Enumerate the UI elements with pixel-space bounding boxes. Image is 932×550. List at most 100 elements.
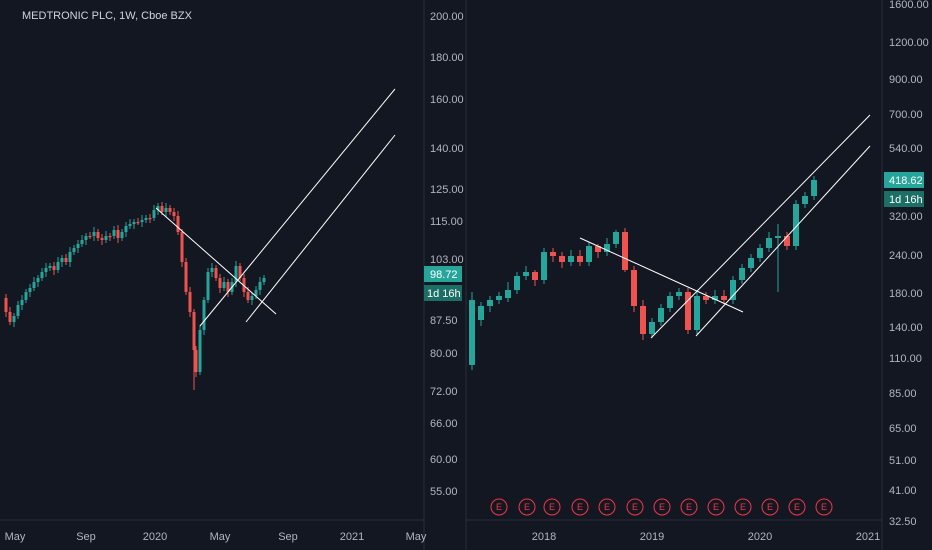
candle-body — [36, 278, 40, 282]
candle-body — [188, 292, 192, 312]
candle-body — [730, 280, 736, 300]
candle-body — [559, 256, 565, 262]
candle-body — [172, 212, 176, 216]
candle-body — [148, 218, 152, 220]
earnings-marker-label: E — [740, 502, 746, 512]
candle-body — [250, 296, 254, 300]
right-countdown-badge — [884, 191, 924, 207]
earnings-marker[interactable] — [815, 498, 833, 516]
candle-body — [586, 246, 592, 262]
trendline — [579, 237, 744, 313]
right-countdown: 1d 16h — [889, 194, 923, 206]
earnings-marker[interactable] — [734, 498, 752, 516]
chart-title: MEDTRONIC PLC, 1W, Cboe BZX — [22, 10, 193, 22]
left-x-tick-label: 2021 — [340, 531, 364, 543]
candle-body — [124, 226, 128, 232]
left-x-tick-label: Sep — [278, 531, 298, 543]
earnings-marker[interactable] — [518, 498, 536, 516]
right-y-tick-label: 540.00 — [889, 143, 923, 155]
candle-body — [160, 206, 164, 212]
earnings-marker[interactable] — [571, 498, 589, 516]
right-x-tick-label: 2018 — [532, 531, 556, 543]
trendline — [155, 207, 277, 315]
right-y-tick-label: 180.00 — [889, 288, 923, 300]
candle-body — [132, 222, 136, 224]
left-last-price-badge — [424, 266, 462, 282]
earnings-marker[interactable] — [653, 498, 671, 516]
earnings-marker[interactable] — [788, 498, 806, 516]
candle-body — [76, 244, 80, 248]
earnings-marker[interactable] — [680, 498, 698, 516]
candle-body — [640, 306, 646, 334]
trendline — [199, 88, 396, 327]
candle-body — [487, 300, 493, 306]
left-x-tick-label: May — [406, 531, 427, 543]
candle-body — [649, 322, 655, 334]
earnings-marker[interactable] — [761, 498, 779, 516]
candle-body — [214, 268, 218, 278]
candle-body — [32, 282, 36, 288]
candle-body — [168, 208, 172, 212]
candle-body — [667, 296, 673, 308]
left-chart[interactable]: 200.00 180.00 160.00 140.00 125.00 115.00 103.… — [4, 11, 464, 543]
candle-body — [176, 216, 180, 232]
candle-body — [793, 204, 799, 246]
right-y-tick-label: 900.00 — [889, 74, 923, 86]
right-last-price-badge — [884, 172, 924, 188]
candle-body — [100, 238, 104, 240]
candle-body — [194, 350, 198, 372]
left-y-tick-label: 60.00 — [430, 454, 458, 466]
right-y-tick-label: 700.00 — [889, 109, 923, 121]
candle-body — [532, 272, 538, 280]
candle-body — [694, 296, 700, 330]
candle-body — [721, 296, 727, 300]
candle-body — [20, 300, 24, 305]
left-y-tick-label: 115.00 — [430, 216, 463, 228]
earnings-marker[interactable] — [490, 498, 508, 516]
candle-body — [234, 266, 238, 282]
earnings-marker-label: E — [794, 502, 800, 512]
right-y-tick-label: 1600.00 — [889, 0, 929, 11]
candle-body — [144, 218, 148, 220]
candle-body — [108, 236, 112, 238]
left-y-tick-label: 160.00 — [430, 94, 464, 106]
right-x-tick-label: 2020 — [748, 531, 772, 543]
candle-body — [12, 316, 16, 322]
right-y-tick-label: 51.00 — [889, 455, 917, 467]
candle-body — [622, 232, 628, 270]
candle-body — [44, 268, 48, 272]
earnings-marker[interactable] — [543, 498, 561, 516]
candle-body — [496, 296, 502, 300]
earnings-marker-label: E — [821, 502, 827, 512]
left-y-tick-label: 55.00 — [430, 486, 458, 498]
earnings-marker-label: E — [713, 502, 719, 512]
candle-body — [88, 236, 92, 238]
candle-body — [60, 258, 64, 262]
trendline — [245, 134, 396, 323]
left-y-tick-label: 87.50 — [430, 315, 458, 327]
candle-body — [685, 292, 691, 330]
candle-body — [775, 236, 781, 238]
candle-body — [152, 210, 156, 218]
left-x-tick-label: 2020 — [143, 531, 167, 543]
left-last-price: 98.72 — [430, 269, 458, 281]
candle-body — [80, 240, 84, 244]
candle-body — [136, 222, 140, 224]
earnings-marker[interactable] — [626, 498, 644, 516]
earnings-marker[interactable] — [598, 498, 616, 516]
right-y-tick-label: 65.00 — [889, 423, 917, 435]
earnings-marker[interactable] — [707, 498, 725, 516]
right-chart[interactable]: 1600.00 1200.00 900.00 700.00 540.00 320.00 24… — [469, 0, 929, 543]
right-y-tick-label: 240.00 — [889, 250, 923, 262]
candle-body — [514, 276, 520, 290]
left-y-tick-label: 200.00 — [430, 11, 464, 23]
candle-body — [242, 278, 246, 292]
candle-body — [218, 278, 222, 288]
earnings-marker-label: E — [686, 502, 692, 512]
candle-body — [68, 252, 72, 262]
left-y-tick-label: 66.00 — [430, 418, 458, 430]
right-y-tick-label: 32.50 — [889, 516, 917, 528]
candle-body — [56, 262, 60, 270]
candle-body — [206, 272, 210, 300]
candle-body — [568, 256, 574, 262]
